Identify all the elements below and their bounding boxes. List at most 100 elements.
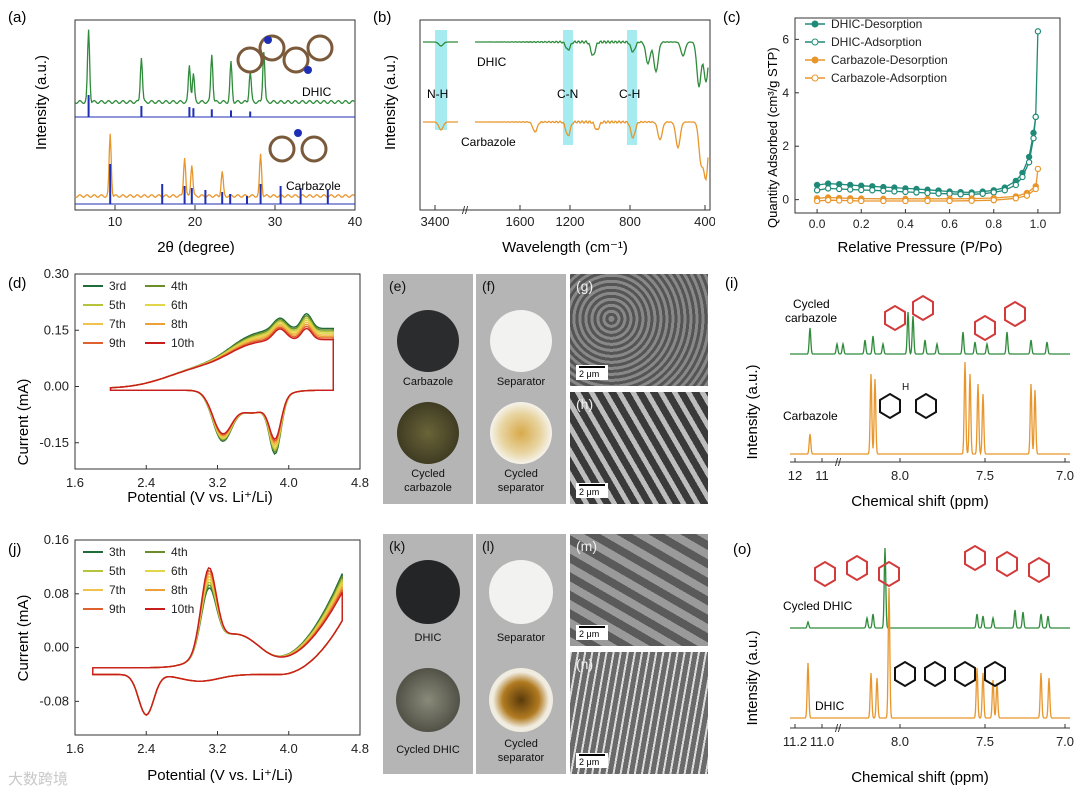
- panel-o-label: (o): [733, 541, 751, 558]
- j-chart-ytick-label: 0.08: [44, 586, 69, 601]
- panel-h-label: (h): [576, 396, 594, 412]
- d-chart-ytick-label: 0.30: [44, 266, 69, 281]
- bet-legend-label: Carbazole-Desorption: [831, 53, 948, 67]
- d-chart-xtick-label: 3.2: [208, 475, 226, 490]
- d-chart-legend-label: 3rd: [109, 279, 126, 293]
- dhic-electrode-disc: [396, 560, 460, 624]
- panel-j-cv-chart: (j) 1.6 2.4 3.2 4.0 4.8 -0.08 0.00 0.08 0.16 3th 4…: [8, 532, 369, 784]
- panel-j-xlabel: Potential (V vs. Li⁺/Li): [147, 767, 292, 784]
- panel-a-x-ticks: 10 20 30 40: [108, 205, 362, 229]
- bet-point: [1019, 173, 1026, 181]
- panel-e-top-caption: Carbazole: [402, 376, 454, 388]
- j-chart-ytick-label: -0.08: [39, 693, 69, 708]
- panel-a-xtick-label: 40: [348, 214, 362, 229]
- o-chart-pristine-spectrum: [790, 587, 1070, 719]
- bet-legend-marker: [811, 74, 819, 82]
- bet-point: [835, 185, 843, 193]
- panel-m-scale-text: 2 μm: [579, 629, 600, 639]
- panel-c-ytick-label: 6: [782, 32, 789, 46]
- panel-d-plot: 1.6 2.4 3.2 4.0 4.8 -0.15 0.00 0.15 0.30 3rd 4th 5t…: [39, 266, 369, 490]
- panel-b-xtick-label: 1600: [506, 214, 535, 229]
- carbazole-ftir-line: [423, 119, 709, 182]
- bet-legend-label: DHIC-Adsorption: [831, 35, 922, 49]
- bet-point: [990, 189, 997, 196]
- d-chart-cycle-curve: [109, 327, 334, 441]
- dhic-xrd-line: [74, 29, 355, 105]
- panel-i-carbazole-label: Carbazole: [783, 409, 838, 423]
- i-chart-xtick-label: 7.5: [976, 468, 994, 483]
- panel-i-cycled-label-1: Cycled: [793, 297, 830, 311]
- bet-point: [1034, 165, 1042, 173]
- i-chart-cycled-spectrum: [790, 311, 1070, 355]
- o-chart-xtick-label: 8.0: [891, 734, 909, 749]
- j-chart-legend-label: 10th: [171, 602, 194, 616]
- bet-point: [880, 197, 887, 205]
- panel-b-carbazole-label: Carbazole: [461, 135, 516, 149]
- panel-o-dhic-label: DHIC: [815, 699, 845, 713]
- bet-point: [1023, 192, 1031, 199]
- watermark-logo: 大数跨境: [8, 770, 69, 788]
- carbazole-nmr-molecule-icon: H: [879, 382, 937, 420]
- panel-e-label: (e): [389, 278, 407, 294]
- d-chart-legend-label: 8th: [171, 317, 188, 331]
- panel-b-xtick-label: 1200: [556, 214, 585, 229]
- ch-band-highlight: [627, 30, 637, 145]
- panel-n-label: (n): [576, 656, 594, 672]
- bet-legend-marker: [811, 20, 819, 28]
- panel-b-x-ticks: 3400 1600 1200 800 400 //: [421, 205, 715, 229]
- bet-point: [902, 188, 909, 196]
- bet-point: [1012, 181, 1020, 189]
- dhic-molecule-icon: [236, 34, 334, 74]
- separator-disc-l: [489, 560, 553, 624]
- bet-point: [1032, 185, 1039, 193]
- cycled-dhic-electrode-disc: [396, 668, 460, 732]
- o-chart-xtick-label: 7.5: [976, 734, 994, 749]
- bet-point: [946, 197, 953, 205]
- panel-b-dhic-label: DHIC: [477, 55, 507, 69]
- panel-c-xtick-label: 1.0: [1030, 217, 1047, 231]
- panel-b-frame: [419, 19, 711, 211]
- bet-point: [858, 197, 865, 205]
- panel-g-scalebar: 2 μm: [576, 365, 608, 380]
- panel-a-xtick-label: 30: [268, 214, 282, 229]
- panel-l-bottom-caption-1: Cycled: [504, 738, 538, 750]
- panel-c-label: (c): [723, 9, 741, 26]
- d-chart-xtick-label: 2.4: [137, 475, 155, 490]
- panel-b-series: [423, 39, 709, 182]
- d-chart-ytick-label: 0.00: [44, 379, 69, 394]
- nh-band-highlight: [435, 30, 447, 130]
- nh-annotation: N-H: [427, 87, 448, 101]
- panel-b-ftir-chart: (b) Intensity (a.u.) Wavelength (cm⁻¹) N…: [373, 9, 715, 256]
- cn-annotation: C-N: [557, 87, 578, 101]
- bet-point: [935, 190, 942, 197]
- panel-g-label: (g): [576, 278, 594, 294]
- d-chart-legend-label: 7th: [109, 317, 126, 331]
- panel-i-plot: 12 11 8.0 7.5 7.0 //: [788, 311, 1074, 483]
- j-chart-legend-label: 4th: [171, 545, 188, 559]
- panel-a-frame: [74, 19, 356, 211]
- o-chart-axis-break: //: [835, 723, 842, 735]
- i-chart-xtick-label: 12: [788, 468, 802, 483]
- panel-e-photo: (e) Carbazole Cycled carbazole: [383, 274, 473, 504]
- bet-point: [847, 197, 854, 204]
- panel-b-xlabel: Wavelength (cm⁻¹): [502, 239, 628, 256]
- panel-c-xtick-label: 0.6: [941, 217, 958, 231]
- panel-l-top-caption: Separator: [496, 632, 546, 644]
- panel-d-ylabel: Current (mA): [15, 379, 32, 466]
- panel-b-xtick-label: 800: [619, 214, 641, 229]
- panel-c-frame: [794, 17, 1061, 214]
- panel-n-sem-image: (n) 2 μm: [570, 652, 708, 774]
- panel-f-top-caption: Separator: [496, 376, 546, 388]
- panel-l-bottom-caption-2: separator: [497, 752, 545, 764]
- panel-i-ylabel: Intensity (a.u.): [744, 364, 761, 459]
- d-chart-legend-label: 4th: [171, 279, 188, 293]
- panel-k-top-caption: DHIC: [414, 632, 442, 644]
- bet-point: [913, 189, 920, 196]
- panel-k-label: (k): [389, 538, 406, 554]
- j-chart-xtick-label: 4.8: [351, 741, 369, 756]
- bet-point: [924, 189, 931, 197]
- j-chart-legend-label: 8th: [171, 583, 188, 597]
- dhic-nmr-molecule-icon: [894, 660, 1006, 688]
- panel-l-label: (l): [482, 538, 495, 554]
- bet-point: [1001, 187, 1008, 194]
